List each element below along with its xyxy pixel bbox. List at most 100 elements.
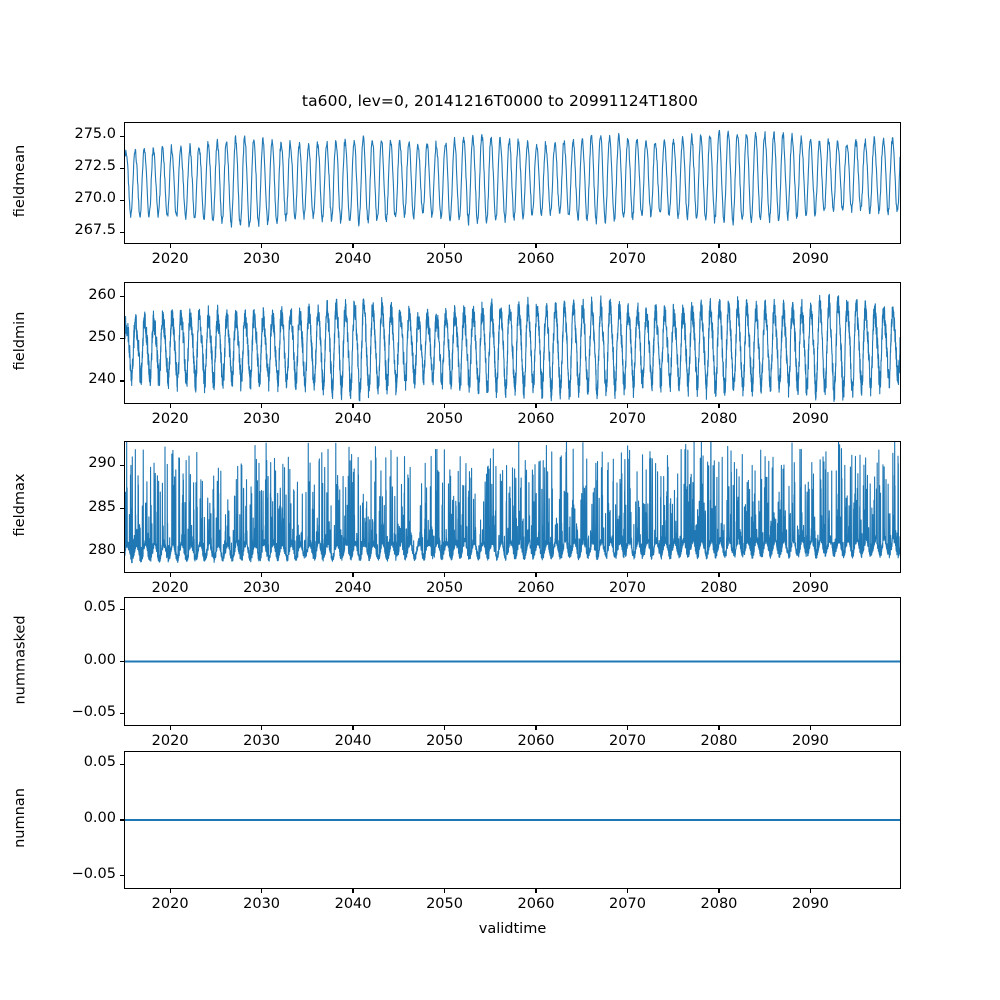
ylabel-numnan: numnan [12,788,28,848]
xtick-label-numnan-3: 2050 [426,896,463,912]
xtick-label-numnan-5: 2070 [609,896,646,912]
ytick-mark-fieldmax-0 [120,551,124,553]
xtick-mark-fieldmin-0 [169,404,171,408]
xtick-mark-fieldmean-6 [718,244,720,248]
xtick-mark-nummasked-3 [443,726,446,730]
xtick-mark-fieldmax-6 [718,573,720,577]
xtick-mark-nummasked-2 [352,726,354,730]
xtick-mark-fieldmin-5 [626,404,629,408]
ytick-mark-numnan-1 [120,819,124,821]
xtick-label-nummasked-3: 2050 [426,733,463,749]
xtick-label-fieldmean-3: 2050 [426,251,463,267]
ytick-label-numnan-1: 0.00 [83,810,116,826]
xtick-mark-fieldmax-3 [443,573,446,577]
ytick-mark-fieldmin-2 [120,296,124,298]
trace-numnan [125,752,900,888]
xtick-label-fieldmax-6: 2080 [700,580,738,596]
xtick-label-numnan-4: 2060 [517,896,555,912]
xtick-mark-fieldmax-5 [626,573,629,577]
xtick-label-nummasked-7: 2090 [791,733,829,749]
ytick-label-nummasked-0: −0.05 [71,703,116,720]
xtick-label-fieldmean-4: 2060 [517,251,555,267]
xtick-mark-nummasked-1 [260,726,263,730]
xtick-label-fieldmax-3: 2050 [426,580,463,596]
xtick-mark-numnan-6 [718,889,720,893]
xtick-label-nummasked-6: 2080 [700,733,738,749]
xtick-label-fieldmean-5: 2070 [609,251,646,267]
xtick-mark-fieldmean-4 [535,244,537,248]
xtick-label-numnan-7: 2090 [791,896,829,912]
xtick-mark-numnan-0 [169,889,171,893]
xtick-label-fieldmax-7: 2090 [791,580,829,596]
ytick-mark-fieldmean-0 [120,231,124,234]
trace-fieldmin [125,283,900,403]
xtick-mark-fieldmax-1 [260,573,263,577]
ytick-label-fieldmin-1: 250 [88,328,116,345]
axes-fieldmax [124,441,901,573]
ytick-label-fieldmax-0: 280 [88,542,116,559]
xtick-mark-fieldmean-7 [809,244,812,248]
xtick-label-fieldmin-3: 2050 [426,411,463,427]
xtick-label-fieldmin-5: 2070 [609,411,646,427]
xtick-label-fieldmin-4: 2060 [517,411,555,427]
ytick-mark-fieldmax-2 [120,464,124,466]
ytick-label-numnan-0: −0.05 [71,865,116,882]
trace-fieldmean [125,123,900,243]
xtick-label-fieldmin-2: 2040 [334,411,372,427]
xtick-mark-numnan-2 [352,889,354,893]
xtick-label-fieldmean-6: 2080 [700,251,738,267]
ytick-mark-nummasked-2 [120,608,124,611]
xtick-label-nummasked-2: 2040 [334,733,372,749]
xtick-label-fieldmean-0: 2020 [151,251,189,267]
ytick-mark-fieldmean-3 [120,135,124,137]
xlabel: validtime [478,921,547,937]
xtick-label-fieldmax-0: 2020 [151,580,189,596]
axes-nummasked [124,597,901,726]
ytick-label-fieldmax-1: 285 [88,498,116,515]
ytick-mark-nummasked-1 [120,660,124,663]
ytick-mark-numnan-2 [120,763,124,766]
ytick-mark-fieldmax-1 [120,508,124,510]
xtick-mark-nummasked-5 [626,726,629,730]
ytick-label-fieldmax-2: 290 [88,455,116,472]
ytick-label-numnan-2: 0.05 [83,754,116,771]
xtick-mark-fieldmin-3 [443,404,446,408]
ytick-mark-numnan-0 [120,875,124,877]
xtick-label-fieldmin-6: 2080 [700,411,738,427]
trace-fieldmax [125,442,900,572]
xtick-label-nummasked-0: 2020 [151,733,189,749]
xtick-mark-fieldmax-4 [535,573,537,577]
ytick-label-nummasked-2: 0.05 [83,599,116,616]
xtick-mark-fieldmin-4 [535,404,537,408]
ylabel-fieldmean: fieldmean [12,144,28,218]
xtick-label-nummasked-5: 2070 [609,733,646,749]
xtick-mark-fieldmean-1 [260,244,263,248]
xtick-mark-fieldmin-1 [260,404,263,408]
xtick-mark-fieldmean-2 [352,244,354,248]
xtick-mark-nummasked-4 [535,726,537,730]
xtick-label-numnan-1: 2030 [243,896,281,912]
xtick-mark-fieldmin-6 [718,404,720,408]
ytick-label-fieldmean-1: 270.0 [74,190,116,207]
xtick-label-fieldmax-4: 2060 [517,580,555,596]
xtick-label-numnan-6: 2080 [700,896,738,912]
xtick-mark-numnan-7 [809,889,812,893]
xtick-mark-fieldmean-3 [443,244,446,248]
xtick-mark-numnan-3 [443,889,446,893]
xtick-mark-fieldmax-7 [809,573,812,577]
xtick-label-fieldmax-1: 2030 [243,580,281,596]
ytick-label-fieldmin-2: 260 [88,286,116,303]
xtick-mark-nummasked-6 [718,726,720,730]
xtick-label-fieldmin-0: 2020 [151,411,189,427]
xtick-mark-numnan-5 [626,889,629,893]
ytick-mark-fieldmin-0 [120,380,124,382]
xtick-label-fieldmean-2: 2040 [334,251,372,267]
xtick-label-numnan-2: 2040 [334,896,372,912]
xtick-label-fieldmax-5: 2070 [609,580,646,596]
xtick-label-nummasked-4: 2060 [517,733,555,749]
xtick-label-fieldmin-1: 2030 [243,411,281,427]
xtick-label-fieldmean-1: 2030 [243,251,281,267]
xtick-mark-fieldmin-7 [809,404,812,408]
ytick-label-nummasked-1: 0.00 [83,651,116,668]
